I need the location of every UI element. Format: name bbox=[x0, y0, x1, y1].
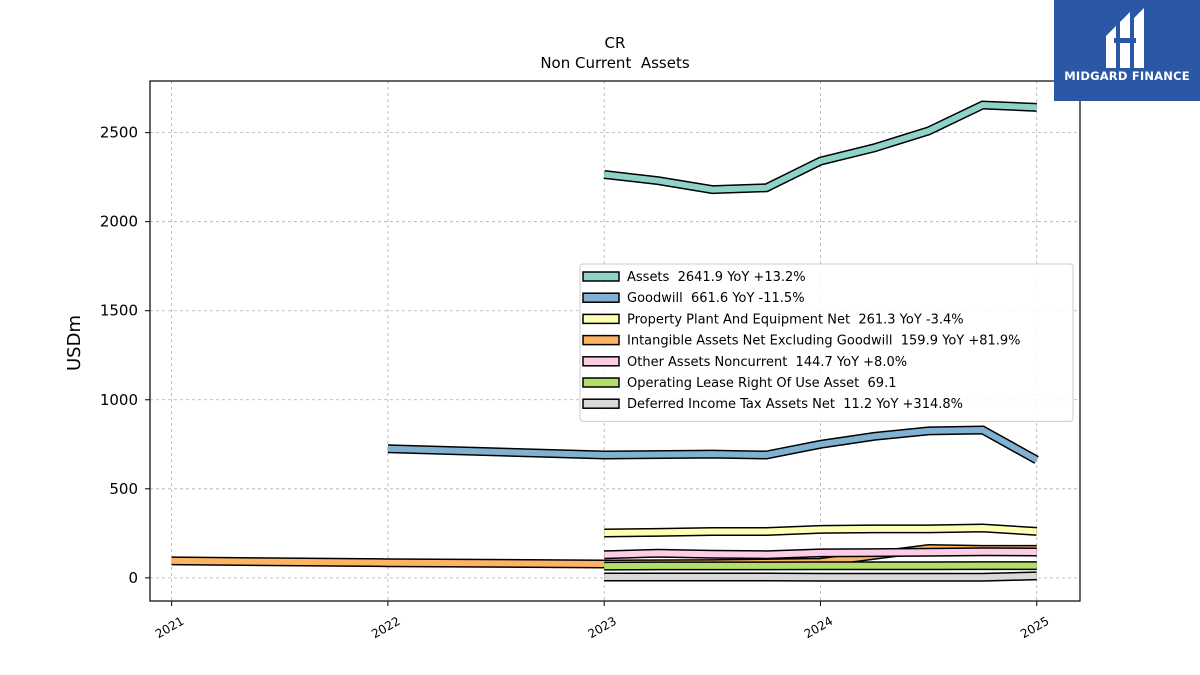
legend-swatch bbox=[582, 377, 620, 388]
legend-swatch bbox=[582, 313, 620, 325]
legend-entry: Deferred Income Tax Assets Net 11.2 YoY … bbox=[627, 397, 963, 412]
legend-entry: Goodwill 661.6 YoY -11.5% bbox=[627, 291, 805, 306]
legend-swatch bbox=[582, 398, 620, 409]
series-line bbox=[603, 101, 1037, 193]
legend-swatch bbox=[582, 334, 620, 346]
legend-entry: Intangible Assets Net Excluding Goodwill… bbox=[627, 334, 1021, 349]
y-tick-label: 1500 bbox=[100, 302, 138, 320]
legend-entry: Property Plant And Equipment Net 261.3 Y… bbox=[627, 312, 964, 327]
series-5 bbox=[604, 561, 1037, 571]
y-tick-label: 1000 bbox=[100, 391, 138, 409]
axis-ticks: 2021 2022 2023 2024 2025 0 500 1000 1500 2000 2500 bbox=[100, 124, 1052, 642]
series-2 bbox=[604, 523, 1037, 538]
plot-frame bbox=[149, 80, 1081, 602]
series-layer bbox=[171, 100, 1039, 582]
x-tick-label: 2024 bbox=[802, 614, 835, 641]
series-line bbox=[604, 572, 1037, 581]
series-6 bbox=[604, 571, 1037, 582]
series-line bbox=[604, 524, 1037, 536]
x-tick-label: 2023 bbox=[585, 614, 618, 641]
x-tick-label: 2022 bbox=[369, 614, 402, 641]
legend-entry: Assets 2641.9 YoY +13.2% bbox=[627, 270, 806, 285]
y-tick-label: 0 bbox=[128, 569, 138, 587]
y-tick-label: 500 bbox=[109, 480, 138, 498]
legend-swatch bbox=[582, 356, 620, 367]
legend-entry: Operating Lease Right Of Use Asset 69.1 bbox=[627, 376, 896, 391]
legend: Assets 2641.9 YoY +13.2% Goodwill 661.6 Y… bbox=[579, 263, 1074, 422]
x-tick-label: 2025 bbox=[1018, 614, 1051, 641]
y-tick-label: 2500 bbox=[100, 124, 138, 142]
series-line bbox=[604, 562, 1037, 570]
series-1 bbox=[387, 425, 1039, 464]
series-4 bbox=[604, 547, 1037, 560]
chart-title: CR bbox=[605, 34, 626, 52]
legend-box bbox=[579, 263, 1074, 422]
series-line bbox=[604, 548, 1037, 558]
legend-swatch bbox=[582, 292, 620, 303]
legend-entry: Other Assets Noncurrent 144.7 YoY +8.0% bbox=[627, 355, 907, 370]
y-tick-label: 2000 bbox=[100, 213, 138, 231]
x-tick-label: 2021 bbox=[153, 614, 186, 641]
series-line bbox=[387, 426, 1039, 463]
legend-swatch bbox=[582, 271, 620, 282]
brand-name: MIDGARD FINANCE bbox=[1064, 69, 1190, 83]
brand-mark-icon bbox=[1106, 8, 1144, 68]
chart-subtitle: Non Current Assets bbox=[540, 54, 690, 72]
y-axis-label: USDm bbox=[64, 315, 85, 371]
brand-logo: MIDGARD FINANCE bbox=[1054, 0, 1200, 101]
series-0 bbox=[603, 100, 1037, 195]
